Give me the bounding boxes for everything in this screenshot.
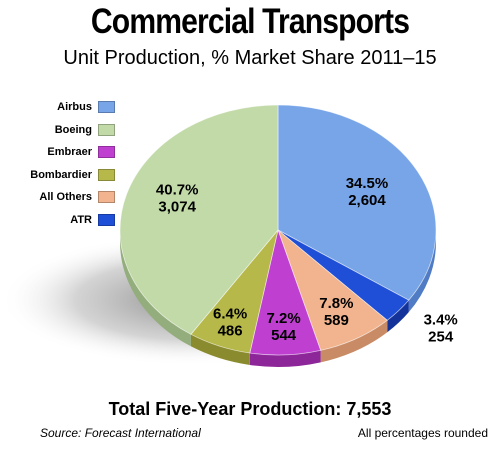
pie-slices — [119, 104, 437, 356]
legend-swatch — [98, 213, 115, 226]
legend-item-embraer: Embraer — [22, 141, 115, 164]
slice-boeing — [119, 104, 279, 335]
slice-side-boeing — [120, 230, 191, 347]
label-pct-embraer: 7.2% — [267, 310, 301, 327]
legend-label: Bombardier — [30, 168, 92, 181]
source-note: Source: Forecast International — [40, 426, 201, 440]
label-units-boeing: 3,074 — [158, 198, 196, 215]
label-units-bombardier: 486 — [218, 322, 243, 339]
label-units-all-others: 589 — [324, 312, 349, 329]
slice-airbus — [277, 104, 437, 301]
legend-item-airbus: Airbus — [22, 96, 115, 119]
slice-side-bombardier — [190, 334, 250, 365]
legend-label: Airbus — [57, 101, 92, 114]
label-pct-atr: 3.4% — [424, 312, 458, 329]
label-units-atr: 254 — [428, 329, 454, 346]
chart-title: Commercial Transports — [90, 2, 410, 41]
legend-swatch — [98, 191, 115, 204]
slice-side-all-others — [320, 320, 388, 363]
legend-swatch — [98, 123, 115, 136]
legend: Airbus Boeing Embraer Bombardier All Others A… — [22, 96, 115, 231]
legend-label: Embraer — [47, 146, 92, 159]
legend-item-bombardier: Bombardier — [22, 164, 115, 187]
total-production: Total Five-Year Production: 7,553 — [108, 399, 392, 419]
rounding-note: All percentages rounded — [357, 426, 488, 440]
legend-swatch — [98, 146, 115, 159]
slice-side-embraer — [249, 350, 321, 367]
legend-swatch — [98, 168, 115, 181]
label-pct-boeing: 40.7% — [156, 181, 199, 198]
label-units-airbus: 2,604 — [348, 192, 386, 209]
legend-swatch — [98, 101, 115, 114]
pie-labels: 34.5%2,604 3.4%254 7.8%589 7.2%544 6.4%486 40… — [156, 175, 458, 346]
chart-subtitle: Unit Production, % Market Share 2011–15 — [63, 47, 437, 69]
legend-label: Boeing — [54, 123, 92, 136]
label-units-embraer: 544 — [271, 327, 297, 344]
label-pct-bombardier: 6.4% — [213, 305, 247, 322]
legend-label: ATR — [70, 213, 92, 226]
legend-item-boeing: Boeing — [22, 119, 115, 142]
slice-side-atr — [387, 300, 409, 333]
label-pct-all-others: 7.8% — [319, 295, 353, 312]
legend-item-atr: ATR — [22, 209, 115, 232]
legend-item-all-others: All Others — [22, 186, 115, 209]
label-pct-airbus: 34.5% — [346, 175, 389, 192]
legend-label: All Others — [39, 191, 92, 204]
